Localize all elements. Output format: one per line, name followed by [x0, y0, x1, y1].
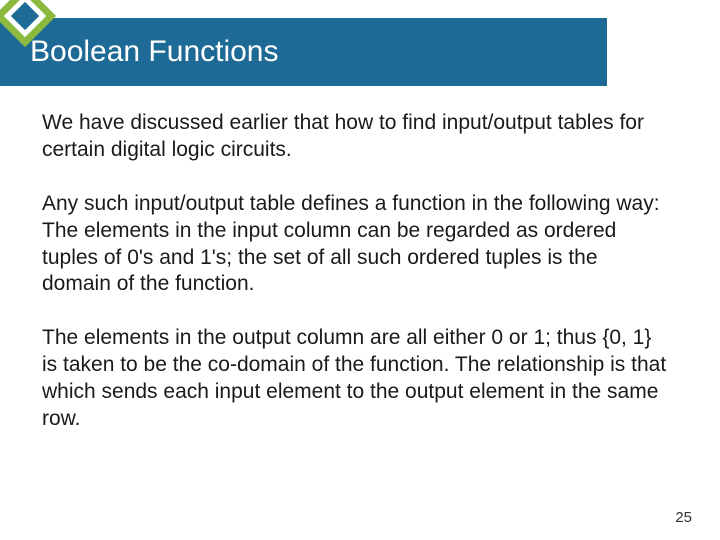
slide-header: Boolean Functions	[0, 18, 607, 86]
body-paragraph: The elements in the output column are al…	[42, 325, 668, 433]
body-paragraph: Any such input/output table defines a fu…	[42, 191, 668, 299]
body-paragraph: We have discussed earlier that how to fi…	[42, 110, 668, 164]
slide-title: Boolean Functions	[30, 35, 279, 69]
slide-body: We have discussed earlier that how to fi…	[42, 110, 668, 460]
page-number: 25	[675, 509, 692, 526]
